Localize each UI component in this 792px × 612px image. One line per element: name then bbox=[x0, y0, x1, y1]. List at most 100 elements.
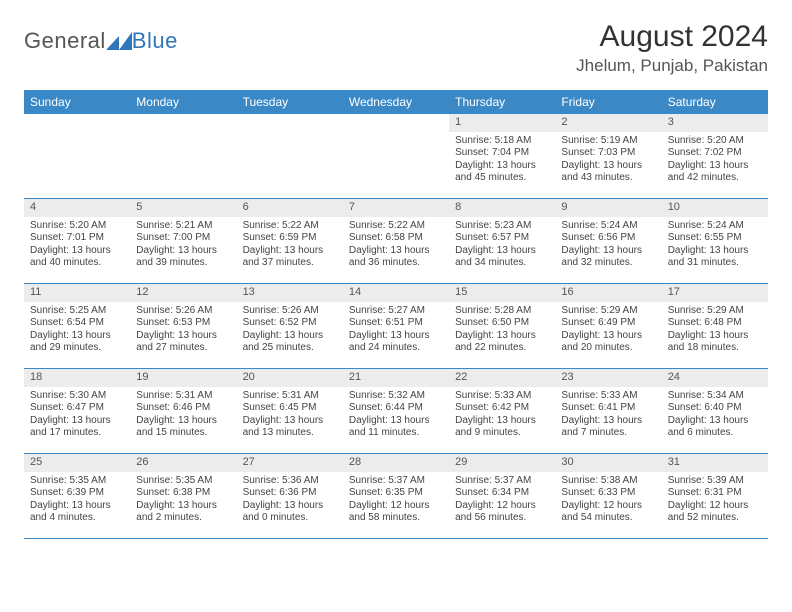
day-cell: 18Sunrise: 5:30 AMSunset: 6:47 PMDayligh… bbox=[24, 369, 130, 453]
sunrise-text: Sunrise: 5:23 AM bbox=[455, 220, 549, 233]
day-body bbox=[343, 132, 449, 140]
sunset-text: Sunset: 7:01 PM bbox=[30, 232, 124, 245]
day-body: Sunrise: 5:26 AMSunset: 6:52 PMDaylight:… bbox=[237, 302, 343, 360]
sunrise-text: Sunrise: 5:20 AM bbox=[668, 135, 762, 148]
day-number: 10 bbox=[662, 199, 768, 217]
daylight-text: Daylight: 13 hours and 34 minutes. bbox=[455, 245, 549, 270]
day-body bbox=[130, 132, 236, 140]
sunrise-text: Sunrise: 5:33 AM bbox=[455, 390, 549, 403]
day-body bbox=[24, 132, 130, 140]
sunset-text: Sunset: 6:54 PM bbox=[30, 317, 124, 330]
day-number: 28 bbox=[343, 454, 449, 472]
day-cell: 7Sunrise: 5:22 AMSunset: 6:58 PMDaylight… bbox=[343, 199, 449, 283]
day-body: Sunrise: 5:31 AMSunset: 6:45 PMDaylight:… bbox=[237, 387, 343, 445]
day-body: Sunrise: 5:35 AMSunset: 6:38 PMDaylight:… bbox=[130, 472, 236, 530]
sunset-text: Sunset: 6:53 PM bbox=[136, 317, 230, 330]
sunrise-text: Sunrise: 5:26 AM bbox=[243, 305, 337, 318]
day-body: Sunrise: 5:23 AMSunset: 6:57 PMDaylight:… bbox=[449, 217, 555, 275]
sunrise-text: Sunrise: 5:24 AM bbox=[668, 220, 762, 233]
sunrise-text: Sunrise: 5:31 AM bbox=[243, 390, 337, 403]
calendar: SundayMondayTuesdayWednesdayThursdayFrid… bbox=[24, 90, 768, 539]
sunrise-text: Sunrise: 5:31 AM bbox=[136, 390, 230, 403]
sunrise-text: Sunrise: 5:35 AM bbox=[30, 475, 124, 488]
month-title: August 2024 bbox=[576, 20, 768, 54]
sunrise-text: Sunrise: 5:38 AM bbox=[561, 475, 655, 488]
brand-logo: General Blue bbox=[24, 20, 178, 54]
day-body: Sunrise: 5:31 AMSunset: 6:46 PMDaylight:… bbox=[130, 387, 236, 445]
sunset-text: Sunset: 6:40 PM bbox=[668, 402, 762, 415]
day-number: 2 bbox=[555, 114, 661, 132]
day-cell: 24Sunrise: 5:34 AMSunset: 6:40 PMDayligh… bbox=[662, 369, 768, 453]
daylight-text: Daylight: 13 hours and 45 minutes. bbox=[455, 160, 549, 185]
day-cell: 11Sunrise: 5:25 AMSunset: 6:54 PMDayligh… bbox=[24, 284, 130, 368]
sunrise-text: Sunrise: 5:20 AM bbox=[30, 220, 124, 233]
brand-text-2: Blue bbox=[132, 28, 178, 54]
day-cell: 28Sunrise: 5:37 AMSunset: 6:35 PMDayligh… bbox=[343, 454, 449, 538]
sunset-text: Sunset: 6:35 PM bbox=[349, 487, 443, 500]
day-number: 22 bbox=[449, 369, 555, 387]
day-body: Sunrise: 5:22 AMSunset: 6:59 PMDaylight:… bbox=[237, 217, 343, 275]
sunset-text: Sunset: 6:31 PM bbox=[668, 487, 762, 500]
sunrise-text: Sunrise: 5:29 AM bbox=[561, 305, 655, 318]
sunset-text: Sunset: 6:48 PM bbox=[668, 317, 762, 330]
day-cell: 20Sunrise: 5:31 AMSunset: 6:45 PMDayligh… bbox=[237, 369, 343, 453]
day-body: Sunrise: 5:21 AMSunset: 7:00 PMDaylight:… bbox=[130, 217, 236, 275]
day-cell: 16Sunrise: 5:29 AMSunset: 6:49 PMDayligh… bbox=[555, 284, 661, 368]
day-body: Sunrise: 5:37 AMSunset: 6:35 PMDaylight:… bbox=[343, 472, 449, 530]
daylight-text: Daylight: 13 hours and 7 minutes. bbox=[561, 415, 655, 440]
day-cell: 12Sunrise: 5:26 AMSunset: 6:53 PMDayligh… bbox=[130, 284, 236, 368]
day-number: 4 bbox=[24, 199, 130, 217]
daylight-text: Daylight: 13 hours and 6 minutes. bbox=[668, 415, 762, 440]
sunset-text: Sunset: 6:45 PM bbox=[243, 402, 337, 415]
day-cell: . bbox=[237, 114, 343, 198]
sunrise-text: Sunrise: 5:18 AM bbox=[455, 135, 549, 148]
day-number: 15 bbox=[449, 284, 555, 302]
day-cell: 27Sunrise: 5:36 AMSunset: 6:36 PMDayligh… bbox=[237, 454, 343, 538]
day-cell: . bbox=[343, 114, 449, 198]
day-cell: 21Sunrise: 5:32 AMSunset: 6:44 PMDayligh… bbox=[343, 369, 449, 453]
sunset-text: Sunset: 6:44 PM bbox=[349, 402, 443, 415]
day-number: 27 bbox=[237, 454, 343, 472]
day-body: Sunrise: 5:19 AMSunset: 7:03 PMDaylight:… bbox=[555, 132, 661, 190]
day-body: Sunrise: 5:39 AMSunset: 6:31 PMDaylight:… bbox=[662, 472, 768, 530]
sunset-text: Sunset: 7:02 PM bbox=[668, 147, 762, 160]
day-number: 5 bbox=[130, 199, 236, 217]
day-number: 17 bbox=[662, 284, 768, 302]
day-body: Sunrise: 5:28 AMSunset: 6:50 PMDaylight:… bbox=[449, 302, 555, 360]
sunrise-text: Sunrise: 5:26 AM bbox=[136, 305, 230, 318]
sunset-text: Sunset: 6:36 PM bbox=[243, 487, 337, 500]
sunrise-text: Sunrise: 5:27 AM bbox=[349, 305, 443, 318]
sunset-text: Sunset: 6:41 PM bbox=[561, 402, 655, 415]
day-number: 20 bbox=[237, 369, 343, 387]
day-cell: 1Sunrise: 5:18 AMSunset: 7:04 PMDaylight… bbox=[449, 114, 555, 198]
day-body: Sunrise: 5:30 AMSunset: 6:47 PMDaylight:… bbox=[24, 387, 130, 445]
day-body: Sunrise: 5:33 AMSunset: 6:41 PMDaylight:… bbox=[555, 387, 661, 445]
day-body: Sunrise: 5:22 AMSunset: 6:58 PMDaylight:… bbox=[343, 217, 449, 275]
dow-header-cell: Monday bbox=[130, 90, 236, 114]
day-number: 12 bbox=[130, 284, 236, 302]
day-number: 23 bbox=[555, 369, 661, 387]
week-row: 25Sunrise: 5:35 AMSunset: 6:39 PMDayligh… bbox=[24, 454, 768, 539]
day-body: Sunrise: 5:29 AMSunset: 6:48 PMDaylight:… bbox=[662, 302, 768, 360]
week-row: 18Sunrise: 5:30 AMSunset: 6:47 PMDayligh… bbox=[24, 369, 768, 454]
day-cell: 9Sunrise: 5:24 AMSunset: 6:56 PMDaylight… bbox=[555, 199, 661, 283]
daylight-text: Daylight: 13 hours and 29 minutes. bbox=[30, 330, 124, 355]
sunset-text: Sunset: 6:55 PM bbox=[668, 232, 762, 245]
daylight-text: Daylight: 13 hours and 31 minutes. bbox=[668, 245, 762, 270]
day-cell: 23Sunrise: 5:33 AMSunset: 6:41 PMDayligh… bbox=[555, 369, 661, 453]
day-cell: 29Sunrise: 5:37 AMSunset: 6:34 PMDayligh… bbox=[449, 454, 555, 538]
daylight-text: Daylight: 13 hours and 15 minutes. bbox=[136, 415, 230, 440]
sunrise-text: Sunrise: 5:19 AM bbox=[561, 135, 655, 148]
sunrise-text: Sunrise: 5:22 AM bbox=[349, 220, 443, 233]
dow-header-row: SundayMondayTuesdayWednesdayThursdayFrid… bbox=[24, 90, 768, 114]
day-cell: . bbox=[24, 114, 130, 198]
day-number: 21 bbox=[343, 369, 449, 387]
day-number: 8 bbox=[449, 199, 555, 217]
sunrise-text: Sunrise: 5:32 AM bbox=[349, 390, 443, 403]
sunset-text: Sunset: 6:58 PM bbox=[349, 232, 443, 245]
day-cell: 4Sunrise: 5:20 AMSunset: 7:01 PMDaylight… bbox=[24, 199, 130, 283]
day-cell: 26Sunrise: 5:35 AMSunset: 6:38 PMDayligh… bbox=[130, 454, 236, 538]
sunrise-text: Sunrise: 5:22 AM bbox=[243, 220, 337, 233]
sunset-text: Sunset: 7:03 PM bbox=[561, 147, 655, 160]
sunset-text: Sunset: 6:42 PM bbox=[455, 402, 549, 415]
